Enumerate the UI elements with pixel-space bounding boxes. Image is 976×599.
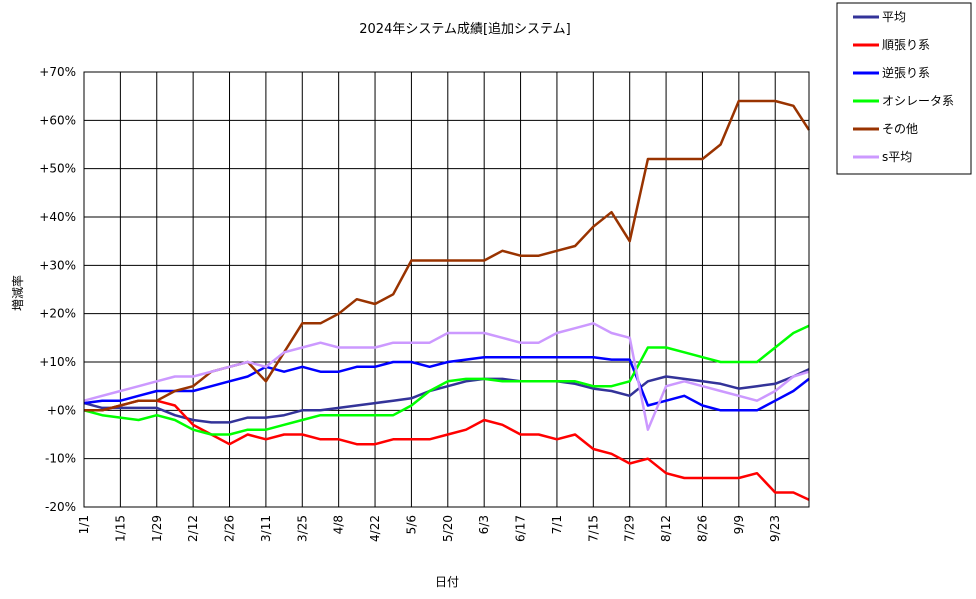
legend-label: オシレータ系 bbox=[882, 94, 954, 108]
y-axis-label: 増減率 bbox=[10, 275, 25, 311]
y-tick-label: +50% bbox=[39, 162, 76, 176]
x-axis-label: 日付 bbox=[435, 575, 459, 589]
series-line-4 bbox=[84, 99, 811, 412]
x-tick-label: 9/23 bbox=[768, 515, 782, 542]
y-tick-label: +30% bbox=[39, 258, 76, 272]
plot-frame bbox=[83, 71, 810, 508]
x-tick-label: 7/15 bbox=[586, 515, 600, 542]
grid-lines bbox=[83, 71, 809, 508]
x-tick-label: 4/22 bbox=[368, 515, 382, 542]
x-tick-label: 1/15 bbox=[113, 515, 127, 542]
series-line-5 bbox=[83, 322, 810, 431]
chart-title: 2024年システム成績[追加システム] bbox=[359, 21, 570, 37]
x-tick-label: 4/8 bbox=[332, 515, 346, 534]
series-lines bbox=[83, 99, 811, 501]
x-tick-label: 1/29 bbox=[150, 515, 164, 542]
y-tick-label: +10% bbox=[39, 355, 76, 369]
x-tick-label: 6/3 bbox=[477, 515, 491, 534]
legend-label: 平均 bbox=[882, 10, 906, 24]
x-tick-label: 5/20 bbox=[441, 515, 455, 542]
x-tick-label: 6/17 bbox=[514, 515, 528, 542]
y-tick-label: -20% bbox=[45, 500, 76, 514]
series-line-3 bbox=[83, 324, 810, 436]
x-tick-label: 8/12 bbox=[659, 515, 673, 542]
y-axis-ticks: +70% +60% +50% +40% +30% +20% +10% +0% -10% -20% bbox=[39, 65, 76, 514]
legend-box bbox=[836, 2, 972, 175]
y-tick-label: +70% bbox=[39, 65, 76, 79]
series-line-2 bbox=[83, 355, 810, 412]
y-tick-label: +0% bbox=[47, 403, 76, 417]
x-axis-ticks: 1/1 1/15 1/29 2/12 2/26 3/11 3/25 4/8 4/22 5/6 5/2… bbox=[77, 515, 782, 542]
x-tick-label: 2/12 bbox=[186, 515, 200, 542]
legend-label: 逆張り系 bbox=[882, 65, 930, 80]
y-tick-label: +40% bbox=[39, 210, 76, 224]
series-line-1 bbox=[84, 399, 810, 501]
x-tick-label: 3/11 bbox=[259, 515, 273, 542]
y-tick-label: -10% bbox=[45, 452, 76, 466]
y-tick-label: +20% bbox=[39, 307, 76, 321]
series-line-0 bbox=[83, 368, 810, 424]
x-tick-label: 8/26 bbox=[695, 515, 709, 542]
x-tick-label: 7/1 bbox=[550, 515, 564, 534]
y-tick-label: +60% bbox=[39, 113, 76, 127]
x-tick-label: 5/6 bbox=[404, 515, 418, 534]
x-tick-label: 2/26 bbox=[223, 515, 237, 542]
x-tick-label: 3/25 bbox=[295, 515, 309, 542]
x-tick-label: 9/9 bbox=[732, 515, 746, 534]
legend-label: その他 bbox=[882, 122, 918, 136]
x-tick-label: 7/29 bbox=[623, 515, 637, 542]
x-tick-label: 1/1 bbox=[77, 515, 91, 534]
legend-label: 順張り系 bbox=[882, 38, 930, 52]
legend-label: s平均 bbox=[882, 150, 912, 164]
